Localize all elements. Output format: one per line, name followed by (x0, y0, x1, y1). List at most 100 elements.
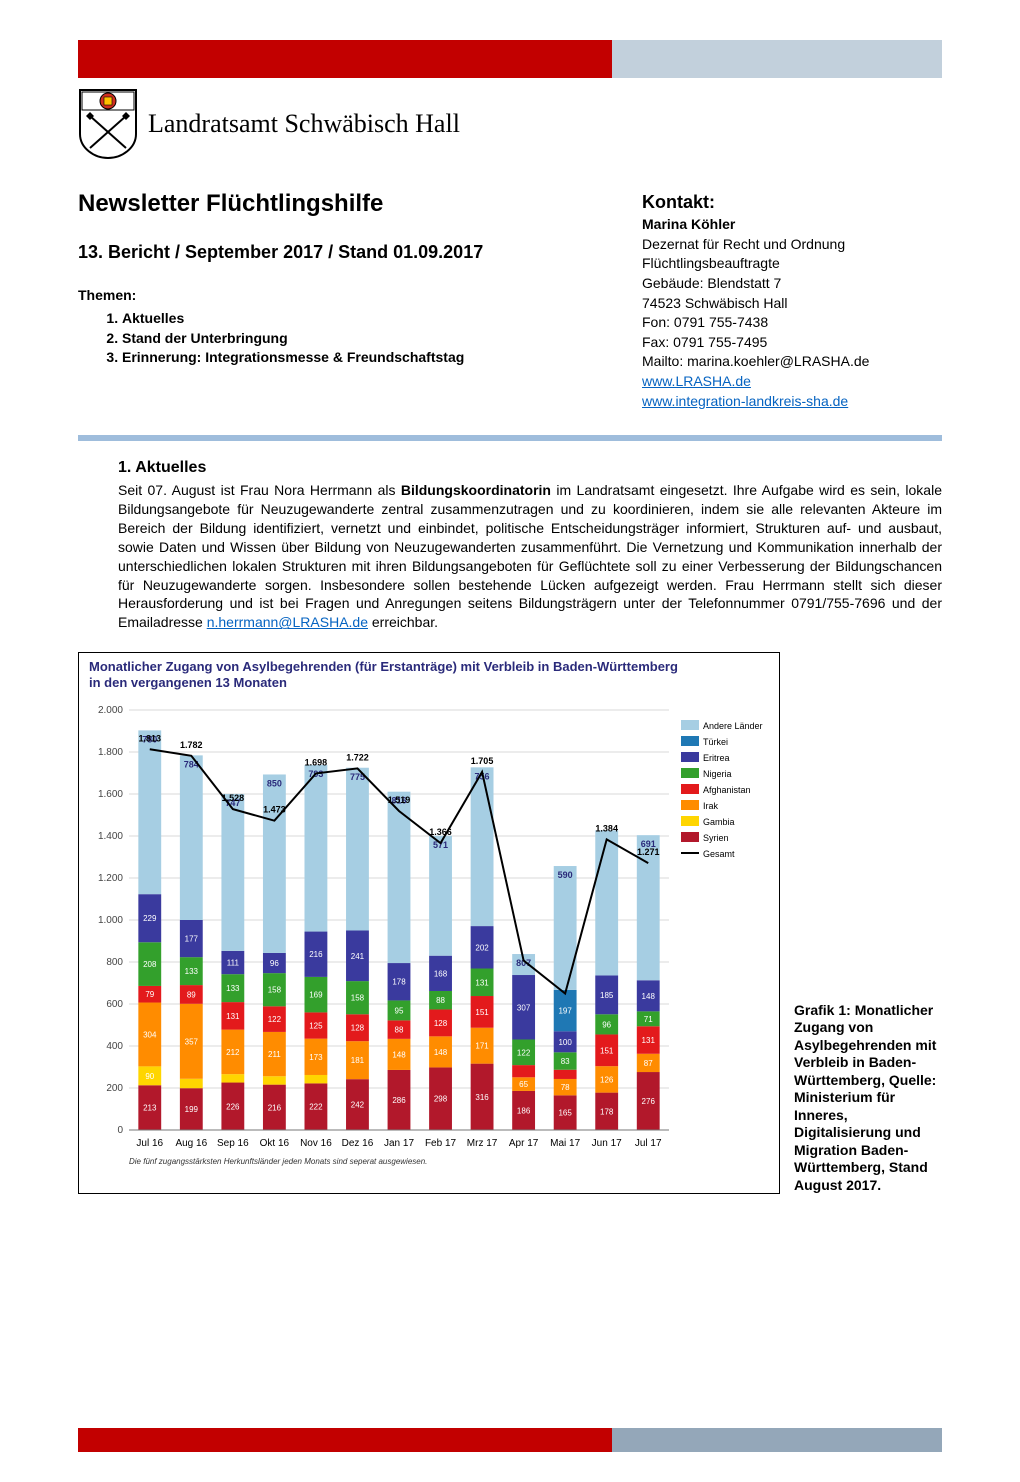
svg-text:96: 96 (270, 959, 279, 968)
svg-text:1.200: 1.200 (98, 873, 123, 884)
svg-text:83: 83 (561, 1057, 570, 1066)
svg-text:276: 276 (642, 1097, 656, 1106)
svg-text:1.000: 1.000 (98, 915, 123, 926)
svg-text:229: 229 (143, 915, 157, 924)
top-banner (78, 40, 942, 78)
separator-blue (78, 435, 942, 441)
svg-text:1.782: 1.782 (180, 740, 203, 750)
svg-text:1.698: 1.698 (305, 758, 328, 768)
svg-text:Feb 17: Feb 17 (425, 1138, 457, 1149)
svg-text:122: 122 (517, 1049, 531, 1058)
svg-text:213: 213 (143, 1104, 157, 1113)
svg-text:100: 100 (558, 1038, 572, 1047)
svg-text:Andere Länder: Andere Länder (703, 721, 763, 731)
kontakt-fax: Fax: 0791 755-7495 (642, 333, 942, 353)
svg-text:197: 197 (558, 1007, 572, 1016)
svg-text:88: 88 (436, 997, 445, 1006)
svg-text:Mrz 17: Mrz 17 (467, 1138, 498, 1149)
svg-text:Jun 17: Jun 17 (592, 1138, 622, 1149)
svg-text:169: 169 (309, 991, 323, 1000)
svg-text:133: 133 (226, 985, 240, 994)
svg-text:122: 122 (268, 1016, 282, 1025)
svg-text:173: 173 (309, 1053, 323, 1062)
svg-text:88: 88 (395, 1026, 404, 1035)
chart-title-line: Monatlicher Zugang von Asylbegehrenden (… (89, 659, 678, 674)
kontakt-mailto: Mailto: marina.koehler@LRASHA.de (642, 352, 942, 372)
themen-list: Aktuelles Stand der Unterbringung Erinne… (122, 309, 602, 368)
svg-text:1.384: 1.384 (595, 824, 618, 834)
svg-text:Gambia: Gambia (703, 817, 735, 827)
svg-text:79: 79 (145, 991, 154, 1000)
svg-text:357: 357 (185, 1038, 199, 1047)
themen-item: Stand der Unterbringung (122, 329, 602, 349)
svg-text:226: 226 (226, 1103, 240, 1112)
svg-text:128: 128 (351, 1024, 365, 1033)
svg-text:177: 177 (185, 935, 199, 944)
svg-text:Nigeria: Nigeria (703, 769, 732, 779)
svg-text:125: 125 (309, 1022, 323, 1031)
svg-text:Aug 16: Aug 16 (175, 1138, 207, 1149)
svg-text:1.705: 1.705 (471, 756, 494, 766)
svg-text:Dez 16: Dez 16 (342, 1138, 374, 1149)
svg-text:126: 126 (600, 1076, 614, 1085)
report-line: 13. Bericht / September 2017 / Stand 01.… (78, 242, 602, 263)
section-1-body: Seit 07. August ist Frau Nora Herrmann a… (118, 481, 942, 632)
section-1-email-link[interactable]: n.herrmann@LRASHA.de (207, 614, 368, 630)
svg-text:298: 298 (434, 1095, 448, 1104)
svg-text:Okt 16: Okt 16 (260, 1138, 290, 1149)
agency-name: Landratsamt Schwäbisch Hall (148, 109, 460, 139)
svg-text:Syrien: Syrien (703, 833, 729, 843)
svg-text:158: 158 (351, 994, 365, 1003)
agency-shield-icon (78, 88, 138, 160)
svg-text:95: 95 (395, 1007, 404, 1016)
svg-text:165: 165 (558, 1109, 572, 1118)
themen-item: Erinnerung: Integrationsmesse & Freundsc… (122, 348, 602, 368)
svg-text:78: 78 (561, 1084, 570, 1093)
svg-text:Gesamt: Gesamt (703, 849, 735, 859)
chart-container: Monatlicher Zugang von Asylbegehrenden (… (78, 652, 780, 1194)
svg-text:90: 90 (145, 1072, 154, 1081)
themen-label: Themen: (78, 287, 602, 303)
chart-title-line: in den vergangenen 13 Monaten (89, 675, 287, 690)
svg-text:590: 590 (558, 870, 573, 880)
kontakt-link[interactable]: www.LRASHA.de (642, 373, 751, 389)
svg-text:Eritrea: Eritrea (703, 753, 730, 763)
section-1-text: im Landratsamt eingesetzt. Ihre Aufgabe … (118, 482, 942, 630)
svg-text:0: 0 (117, 1125, 123, 1136)
kontakt-building: Gebäude: Blendstatt 7 (642, 274, 942, 294)
kontakt-name: Marina Köhler (642, 215, 942, 235)
svg-text:178: 178 (392, 978, 406, 987)
svg-text:131: 131 (226, 1012, 240, 1021)
bottom-banner (78, 1428, 942, 1452)
top-banner-grey (612, 40, 942, 78)
svg-text:211: 211 (268, 1051, 281, 1060)
kontakt-heading: Kontakt: (642, 190, 942, 215)
svg-text:Afghanistan: Afghanistan (703, 785, 751, 795)
svg-text:2.000: 2.000 (98, 705, 123, 716)
themen-item: Aktuelles (122, 309, 602, 329)
kontakt-link[interactable]: www.integration-landkreis-sha.de (642, 393, 848, 409)
svg-text:148: 148 (642, 992, 656, 1001)
svg-text:Die fünf zugangsstärksten Herk: Die fünf zugangsstärksten Herkunftslände… (129, 1157, 427, 1166)
svg-text:71: 71 (644, 1015, 653, 1024)
svg-text:185: 185 (600, 991, 614, 1000)
svg-text:1.366: 1.366 (429, 828, 452, 838)
svg-text:131: 131 (642, 1036, 656, 1045)
svg-text:178: 178 (600, 1108, 614, 1117)
svg-text:181: 181 (351, 1057, 365, 1066)
svg-text:208: 208 (143, 961, 157, 970)
section-1-text: erreichbar. (368, 614, 438, 630)
kontakt-dept: Dezernat für Recht und Ordnung (642, 235, 942, 255)
svg-text:Mai 17: Mai 17 (550, 1138, 580, 1149)
svg-text:850: 850 (267, 779, 282, 789)
svg-text:87: 87 (644, 1059, 653, 1068)
svg-text:Sep 16: Sep 16 (217, 1138, 249, 1149)
svg-text:1.600: 1.600 (98, 789, 123, 800)
svg-text:Apr 17: Apr 17 (509, 1138, 539, 1149)
svg-text:241: 241 (351, 952, 365, 961)
svg-text:199: 199 (185, 1106, 199, 1115)
svg-text:600: 600 (106, 999, 123, 1010)
svg-text:Irak: Irak (703, 801, 719, 811)
svg-text:1.271: 1.271 (637, 848, 660, 858)
svg-text:307: 307 (517, 1004, 531, 1013)
